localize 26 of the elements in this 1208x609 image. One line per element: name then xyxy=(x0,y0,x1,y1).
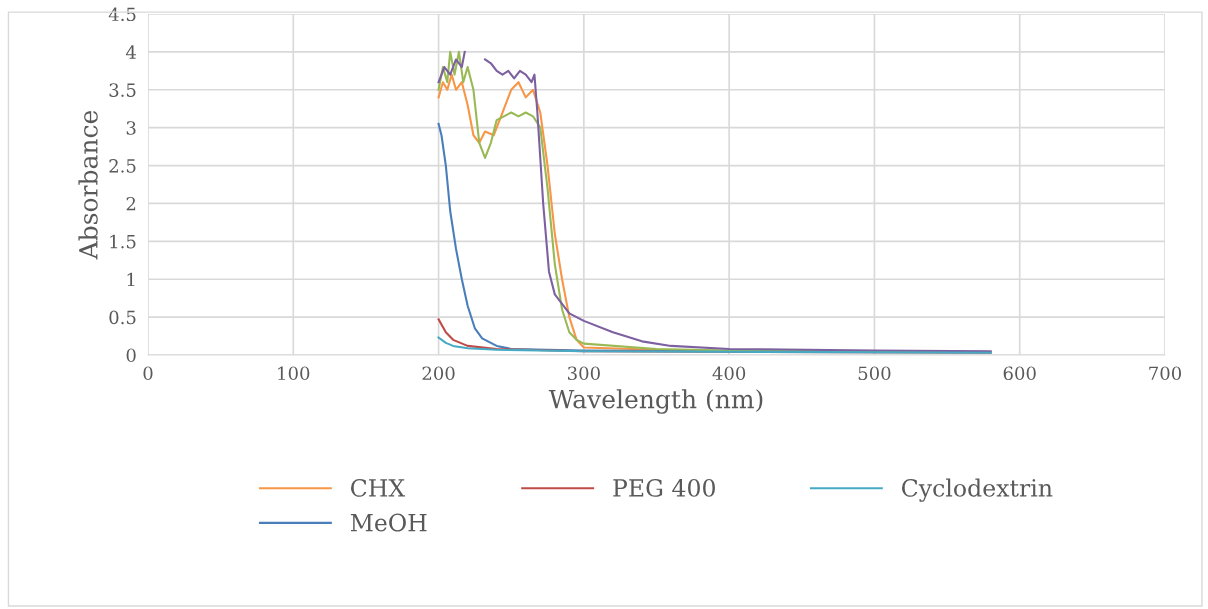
x-axis-title: Wavelength (nm) xyxy=(548,389,763,414)
legend-label: Cyclodextrin xyxy=(902,478,1053,502)
legend-label: CHX xyxy=(351,478,406,497)
legend-label: PEG 400 xyxy=(613,478,715,497)
x-tick-label: 500 xyxy=(858,366,891,381)
x-tick-label: 600 xyxy=(1003,366,1036,381)
x-tick-label: 300 xyxy=(568,366,600,381)
y-tick-label: 0.5 xyxy=(109,310,136,325)
y-tick-label: 1 xyxy=(127,272,135,287)
y-tick-label: 4 xyxy=(125,45,136,59)
legend-label: MeOH xyxy=(350,513,427,532)
y-tick-label: 4.5 xyxy=(108,7,136,22)
x-tick-label: 100 xyxy=(278,366,310,381)
line-series xyxy=(437,50,992,354)
line-series xyxy=(437,336,992,354)
y-tick-label: 0 xyxy=(126,348,136,363)
x-tick-label: 200 xyxy=(422,366,455,381)
y-tick-label: 1.5 xyxy=(110,234,136,249)
y-tick-label: 2 xyxy=(126,196,136,211)
x-tick-label: 700 xyxy=(1149,366,1182,381)
x-tick-label: 400 xyxy=(712,366,746,381)
y-tick-label: 3.5 xyxy=(109,83,136,97)
y-axis-title: Absorbance xyxy=(78,110,98,260)
y-tick-label: 2.5 xyxy=(109,159,136,173)
x-tick-label: 0 xyxy=(143,366,153,381)
y-tick-label: 3 xyxy=(126,121,136,135)
